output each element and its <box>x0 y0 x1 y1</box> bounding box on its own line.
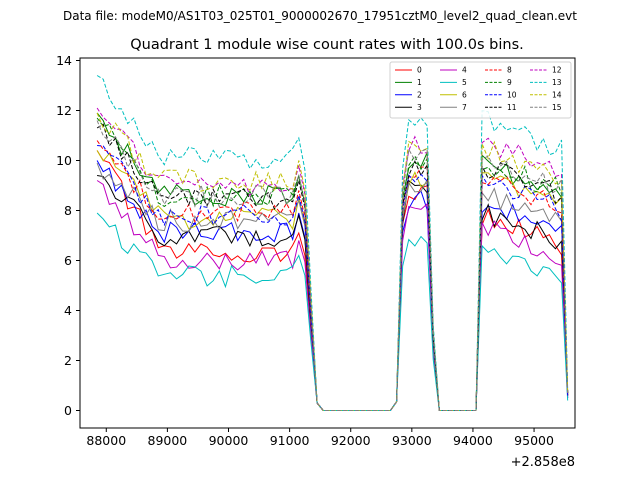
x-tick-label: 88000 <box>86 433 126 448</box>
legend-box <box>389 61 572 119</box>
y-tick-label: 12 <box>56 103 72 118</box>
series-line-9 <box>96 117 569 411</box>
legend-label-11: 11 <box>507 103 517 112</box>
y-axis: 0 2 4 6 8 10 12 14 <box>56 53 80 418</box>
x-tick-label: 89000 <box>148 433 188 448</box>
legend-label-8: 8 <box>507 66 512 75</box>
legend-label-1: 1 <box>417 78 422 87</box>
y-tick-label: 8 <box>64 203 72 218</box>
x-tick-label: 95000 <box>514 433 554 448</box>
x-offset-label: +2.858e8 <box>511 455 575 470</box>
y-tick-label: 0 <box>64 403 72 418</box>
legend-label-12: 12 <box>552 66 562 75</box>
legend-label-4: 4 <box>462 66 467 75</box>
legend-label-15: 15 <box>552 103 562 112</box>
y-tick-label: 2 <box>64 353 72 368</box>
x-tick-label: 93000 <box>392 433 432 448</box>
y-tick-label: 10 <box>56 153 72 168</box>
legend-label-6: 6 <box>462 90 467 99</box>
y-tick-label: 6 <box>64 253 72 268</box>
series-line-12 <box>96 107 569 411</box>
series-line-6 <box>96 150 569 411</box>
series-line-15 <box>96 120 569 411</box>
legend-label-5: 5 <box>462 78 467 87</box>
legend-label-2: 2 <box>417 90 422 99</box>
legend-label-13: 13 <box>552 78 562 87</box>
y-tick-label: 4 <box>64 303 72 318</box>
legend-label-0: 0 <box>417 66 422 75</box>
x-tick-label: 94000 <box>453 433 493 448</box>
x-tick-label: 91000 <box>270 433 310 448</box>
series-layer <box>96 75 569 411</box>
series-line-7 <box>96 162 569 411</box>
legend-label-10: 10 <box>507 90 517 99</box>
series-line-8 <box>96 140 569 411</box>
legend-label-3: 3 <box>417 103 422 112</box>
legend-label-7: 7 <box>462 103 467 112</box>
chart-title: Quadrant 1 module wise count rates with … <box>130 37 524 53</box>
x-tick-label: 90000 <box>209 433 249 448</box>
chart-suptitle: Data file: modeM0/AS1T03_025T01_90000026… <box>63 9 577 23</box>
plot-frame <box>79 57 576 429</box>
series-line-0 <box>96 150 569 411</box>
x-tick-label: 92000 <box>331 433 371 448</box>
series-line-3 <box>97 175 569 411</box>
y-tick-label: 14 <box>56 53 72 68</box>
legend-label-9: 9 <box>507 78 512 87</box>
legend-label-14: 14 <box>552 90 562 99</box>
x-axis: 88000 89000 90000 91000 92000 93000 94000 95000 <box>86 428 554 448</box>
series-line-10 <box>97 145 569 411</box>
